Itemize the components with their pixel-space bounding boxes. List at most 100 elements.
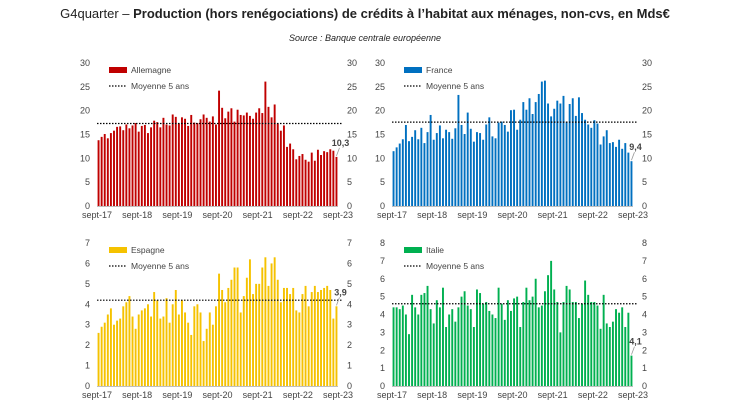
- y-tick-right-italie: 4: [642, 310, 647, 320]
- bar-france: [457, 94, 460, 206]
- y-tick-right-espagne: 6: [347, 258, 352, 268]
- bar-italie: [562, 301, 565, 386]
- x-tick-france: sept-21: [538, 210, 568, 220]
- bar-espagne: [233, 267, 236, 386]
- x-tick-france: sept-18: [417, 210, 447, 220]
- last-value-leader-allemagne: [336, 147, 340, 157]
- bar-allemagne: [261, 113, 264, 206]
- y-tick-right-allemagne: 30: [347, 58, 357, 68]
- bar-allemagne: [196, 123, 199, 206]
- bar-italie: [472, 327, 475, 386]
- bar-espagne: [301, 294, 304, 386]
- y-tick-right-italie: 1: [642, 363, 647, 373]
- bar-espagne: [187, 322, 190, 386]
- y-tick-right-espagne: 3: [347, 320, 352, 330]
- bar-allemagne: [208, 121, 211, 206]
- bar-allemagne: [103, 134, 106, 206]
- y-tick-right-france: 5: [642, 177, 647, 187]
- bar-italie: [630, 355, 633, 386]
- bar-espagne: [208, 312, 211, 386]
- bar-italie: [503, 319, 506, 386]
- bar-italie: [408, 334, 410, 386]
- bar-france: [448, 132, 451, 206]
- bar-espagne: [236, 267, 239, 386]
- bar-allemagne: [202, 114, 205, 206]
- bar-espagne: [245, 277, 248, 386]
- bar-france: [513, 109, 516, 206]
- bar-france: [506, 131, 509, 206]
- last-value-label-france: 9,4: [629, 142, 642, 152]
- y-tick-left-allemagne: 20: [80, 106, 90, 116]
- bar-allemagne: [236, 109, 239, 206]
- x-tick-italie: sept-23: [618, 390, 648, 400]
- bar-italie: [608, 327, 611, 386]
- bar-allemagne: [168, 125, 171, 206]
- bar-allemagne: [279, 130, 282, 206]
- bar-espagne: [119, 318, 122, 386]
- y-tick-right-espagne: 2: [347, 340, 352, 350]
- bar-espagne: [193, 306, 196, 386]
- bar-espagne: [270, 263, 273, 386]
- y-tick-right-allemagne: 20: [347, 106, 357, 116]
- bar-italie: [624, 327, 627, 386]
- bar-italie: [497, 287, 500, 386]
- bar-espagne: [125, 302, 128, 386]
- bar-allemagne: [109, 133, 112, 206]
- bar-allemagne: [106, 138, 109, 206]
- bar-france: [577, 97, 580, 206]
- bar-italie: [398, 309, 401, 386]
- bar-italie: [469, 309, 472, 386]
- bar-italie: [543, 291, 546, 386]
- bar-italie: [457, 307, 460, 386]
- x-tick-allemagne: sept-21: [243, 210, 273, 220]
- x-tick-espagne: sept-19: [162, 390, 192, 400]
- y-tick-left-allemagne: 15: [80, 130, 90, 140]
- bar-italie: [426, 285, 429, 386]
- bar-italie: [466, 305, 469, 386]
- bar-france: [627, 152, 630, 206]
- bar-espagne: [156, 300, 159, 386]
- y-tick-right-italie: 8: [642, 238, 647, 248]
- bar-italie: [568, 289, 571, 386]
- bar-espagne: [332, 318, 335, 386]
- bar-france: [451, 138, 454, 206]
- legend-swatch-italie: [404, 247, 422, 253]
- bar-allemagne: [320, 155, 322, 206]
- y-tick-left-france: 5: [380, 177, 385, 187]
- x-tick-allemagne: sept-20: [202, 210, 232, 220]
- bar-espagne: [199, 312, 202, 386]
- bar-france: [491, 136, 494, 206]
- y-tick-right-france: 10: [642, 153, 652, 163]
- bar-france: [534, 102, 537, 206]
- bar-espagne: [153, 292, 156, 386]
- bar-italie: [556, 301, 559, 386]
- bar-italie: [435, 300, 438, 386]
- bar-france: [568, 103, 571, 206]
- bar-france: [423, 143, 426, 206]
- chart-allemagne: 0 0 5 5 10 10 15 15 20 20 25 25 30 30 sept-17 sept-18 se…: [80, 58, 357, 220]
- bar-espagne: [147, 304, 149, 386]
- bar-espagne: [150, 316, 153, 386]
- bar-allemagne: [113, 130, 115, 206]
- bar-allemagne: [332, 150, 335, 206]
- y-tick-right-italie: 7: [642, 256, 647, 266]
- bar-italie: [621, 307, 624, 386]
- bar-allemagne: [150, 127, 153, 206]
- bar-france: [408, 141, 410, 206]
- bar-allemagne: [205, 117, 208, 206]
- y-tick-left-italie: 7: [380, 256, 385, 266]
- source-note: Source : Banque centrale européenne: [288, 33, 442, 43]
- y-tick-left-allemagne: 30: [80, 58, 90, 68]
- bar-france: [482, 139, 485, 206]
- bar-allemagne: [304, 159, 307, 206]
- y-tick-left-italie: 0: [380, 381, 385, 391]
- bar-allemagne: [326, 152, 329, 206]
- y-tick-left-france: 10: [375, 153, 385, 163]
- bar-espagne: [159, 318, 162, 386]
- bar-france: [593, 120, 596, 206]
- bar-france: [565, 121, 568, 206]
- legend-label-italie: Italie: [426, 245, 444, 255]
- bar-italie: [522, 301, 525, 386]
- x-tick-italie: sept-18: [417, 390, 447, 400]
- bar-allemagne: [97, 140, 100, 206]
